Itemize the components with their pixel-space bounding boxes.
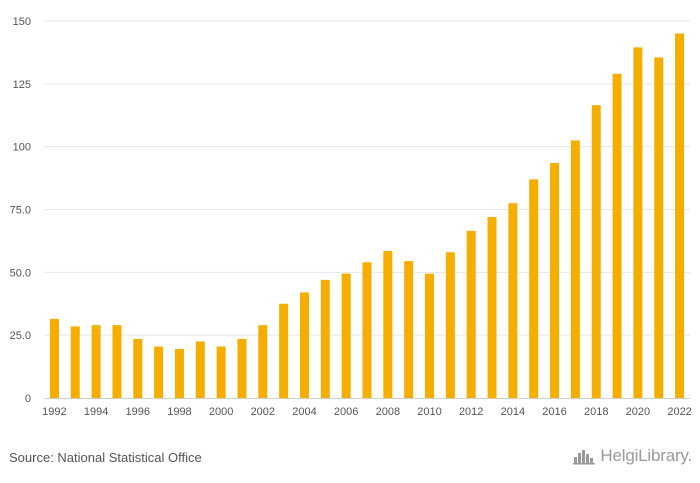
x-tick-label: 1992 [42,406,66,418]
bar-2002 [258,325,268,398]
x-tick-label: 2006 [334,406,358,418]
x-tick-label: 2022 [667,406,691,418]
bar-1994 [91,325,101,398]
y-tick-label: 0 [25,393,31,405]
x-tick-label: 2008 [376,406,400,418]
bar-1996 [133,338,143,398]
y-axis-tick-labels: 0 25.0 50.0 75.0 100 125 150 [10,16,31,405]
bar-1995 [112,325,122,398]
logo-text: HelgiLibrary. [600,446,692,465]
bar-2020 [633,47,643,398]
bar-chart: 0 25.0 50.0 75.0 100 125 150 1992 1994 1996 1998 2… [10,16,692,418]
city-skyline-icon [573,450,596,465]
y-tick-label: 150 [13,16,31,28]
x-tick-label: 2018 [584,406,608,418]
y-tick-label: 25.0 [10,330,31,342]
bar-1998 [174,348,184,398]
x-axis-tick-labels: 1992 1994 1996 1998 2000 2002 2004 2006 2008 2010… [42,406,692,418]
bar-1997 [154,346,164,398]
bar-2014 [508,203,518,398]
x-tick-label: 2020 [626,406,650,418]
y-tick-label: 50.0 [10,267,31,279]
bar-2019 [612,73,622,398]
bar-2004 [299,292,309,398]
y-tick-label: 100 [13,142,31,154]
bar-2022 [675,33,685,399]
bar-2007 [362,262,372,398]
bar-1999 [195,341,205,398]
bar-2008 [383,250,393,398]
bars [49,33,685,399]
bar-2006 [341,273,351,398]
bar-1992 [49,318,59,398]
bar-2005 [320,279,330,398]
bar-2017 [570,140,580,398]
helgi-library-logo: HelgiLibrary. [573,446,692,466]
bar-2003 [279,303,289,398]
bar-2009 [404,261,414,398]
bar-2001 [237,338,247,398]
x-tick-label: 2014 [501,406,525,418]
x-tick-label: 2016 [542,406,566,418]
bar-2011 [445,252,455,398]
bar-2021 [654,57,664,399]
x-tick-label: 1994 [84,406,108,418]
x-tick-label: 1998 [167,406,191,418]
bar-2010 [425,273,435,398]
bar-2016 [550,163,560,398]
bar-2000 [216,346,226,398]
x-tick-label: 2012 [459,406,483,418]
bar-2015 [529,179,539,398]
x-tick-label: 2010 [417,406,441,418]
x-tick-label: 2004 [292,406,316,418]
x-tick-label: 2002 [251,406,275,418]
bar-2012 [466,230,476,398]
gridlines [44,20,690,336]
bar-2013 [487,217,497,398]
bar-1993 [70,326,80,398]
source-note: Source: National Statistical Office [9,450,202,465]
x-tick-label: 1996 [126,406,150,418]
y-tick-label: 75.0 [10,205,31,217]
y-tick-label: 125 [13,79,31,91]
x-tick-label: 2000 [209,406,233,418]
bar-2018 [591,105,601,399]
